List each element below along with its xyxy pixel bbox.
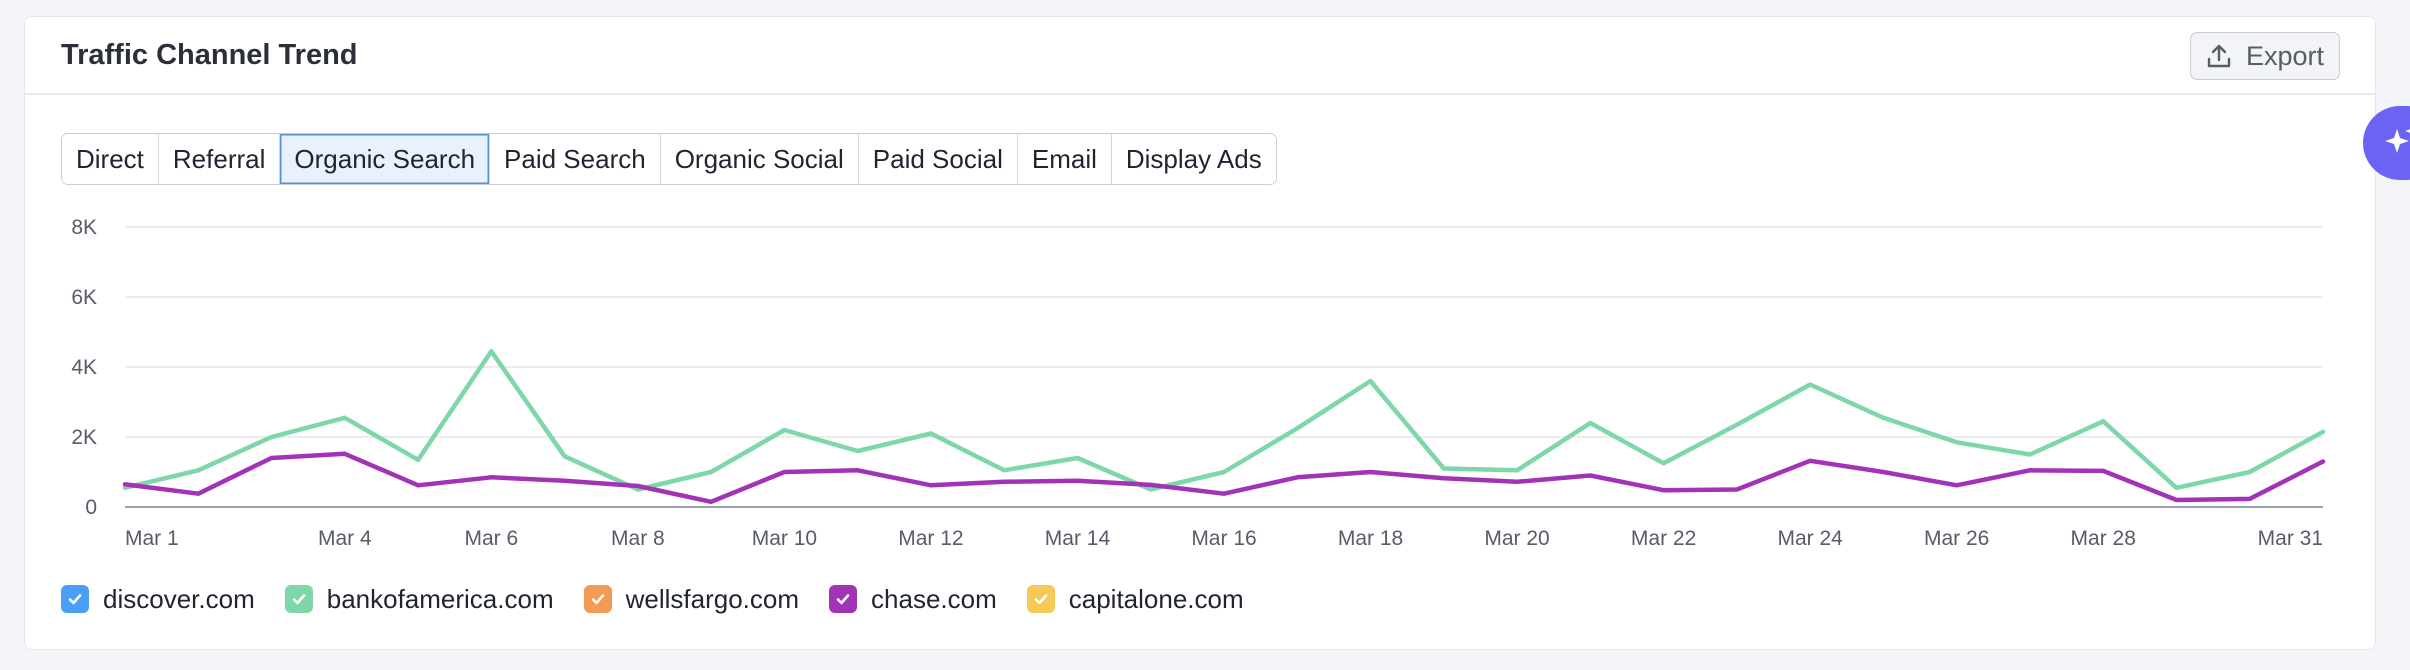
x-tick-label: Mar 6 bbox=[464, 527, 518, 550]
x-tick-label: Mar 10 bbox=[752, 527, 817, 550]
legend-item-bankofamerica[interactable]: bankofamerica.com bbox=[284, 583, 554, 615]
legend-item-discover[interactable]: discover.com bbox=[61, 584, 255, 615]
sparkle-icon bbox=[2381, 121, 2410, 166]
legend-item-chase[interactable]: chase.com bbox=[829, 584, 997, 615]
tab-paid-social[interactable]: Paid Social bbox=[858, 134, 1018, 184]
legend-item-wellsfargo[interactable]: wellsfargo.com bbox=[583, 583, 800, 615]
channel-tabs: Direct Referral Organic Search Paid Sear… bbox=[61, 133, 1277, 185]
x-tick-label: Mar 4 bbox=[318, 527, 372, 550]
tab-display-ads[interactable]: Display Ads bbox=[1111, 134, 1276, 184]
tab-organic-search[interactable]: Organic Search bbox=[280, 134, 491, 184]
tab-email[interactable]: Email bbox=[1017, 134, 1112, 184]
tab-organic-social[interactable]: Organic Social bbox=[660, 134, 859, 184]
checkbox-checked-icon[interactable] bbox=[1026, 585, 1055, 613]
x-tick-label: Mar 20 bbox=[1484, 527, 1549, 550]
traffic-channel-card: Traffic Channel Trend Export Direct Refe… bbox=[24, 16, 2376, 650]
x-tick-label: Mar 16 bbox=[1191, 527, 1256, 550]
x-tick-label: Mar 12 bbox=[898, 527, 963, 550]
export-label: Export bbox=[2245, 40, 2325, 71]
card-header: Traffic Channel Trend Export bbox=[25, 17, 2375, 95]
x-tick-label: Mar 14 bbox=[1045, 527, 1111, 550]
series-line-bankofamerica bbox=[122, 349, 2326, 492]
upload-icon bbox=[2206, 43, 2232, 69]
y-tick-label: 2K bbox=[71, 426, 97, 449]
x-tick-label: Mar 26 bbox=[1924, 527, 1989, 550]
page-title: Traffic Channel Trend bbox=[61, 39, 358, 71]
tab-referral[interactable]: Referral bbox=[158, 134, 281, 184]
checkbox-checked-icon[interactable] bbox=[61, 585, 89, 613]
y-tick-label: 6K bbox=[71, 286, 97, 309]
legend-label: bankofamerica.com bbox=[326, 583, 554, 614]
legend-label: capitalone.com bbox=[1068, 583, 1244, 614]
x-tick-label: Mar 24 bbox=[1777, 527, 1843, 550]
line-chart: 0 2K 4K 6K 8K Mar 1 Mar 4 Mar 6 Mar 8 Mar 10 Mar 1… bbox=[71, 216, 2326, 550]
y-tick-label: 4K bbox=[71, 356, 97, 379]
x-tick-label: Mar 1 bbox=[125, 527, 179, 550]
legend-label: chase.com bbox=[871, 583, 997, 614]
x-tick-label: Mar 8 bbox=[611, 527, 665, 550]
legend-item-capitalone[interactable]: capitalone.com bbox=[1026, 583, 1244, 615]
export-button[interactable]: Export bbox=[2190, 32, 2340, 80]
legend-label: wellsfargo.com bbox=[625, 583, 800, 614]
x-tick-label: Mar 18 bbox=[1338, 527, 1403, 550]
y-tick-label: 0 bbox=[85, 496, 97, 519]
tab-paid-search[interactable]: Paid Search bbox=[490, 134, 661, 184]
tab-direct[interactable]: Direct bbox=[62, 134, 159, 184]
legend-label: discover.com bbox=[103, 583, 255, 614]
checkbox-checked-icon[interactable] bbox=[583, 585, 612, 613]
checkbox-checked-icon[interactable] bbox=[284, 585, 313, 613]
x-tick-label: Mar 22 bbox=[1631, 527, 1696, 550]
x-tick-label: Mar 28 bbox=[2071, 527, 2136, 550]
chart-legend: discover.com bankofamerica.com wellsfarg… bbox=[61, 579, 1244, 619]
x-tick-label: Mar 31 bbox=[2258, 527, 2323, 550]
y-tick-label: 8K bbox=[71, 216, 97, 239]
checkbox-checked-icon[interactable] bbox=[829, 585, 858, 613]
series-line-chase bbox=[122, 451, 2326, 505]
